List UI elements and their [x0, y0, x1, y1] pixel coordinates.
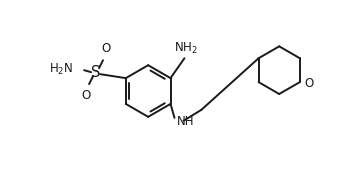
Text: O: O — [101, 42, 111, 55]
Text: O: O — [82, 89, 91, 102]
Text: S: S — [92, 65, 101, 80]
Text: NH: NH — [176, 115, 194, 128]
Text: NH$_2$: NH$_2$ — [173, 41, 197, 56]
Text: H$_2$N: H$_2$N — [49, 62, 73, 77]
Text: O: O — [305, 77, 314, 89]
